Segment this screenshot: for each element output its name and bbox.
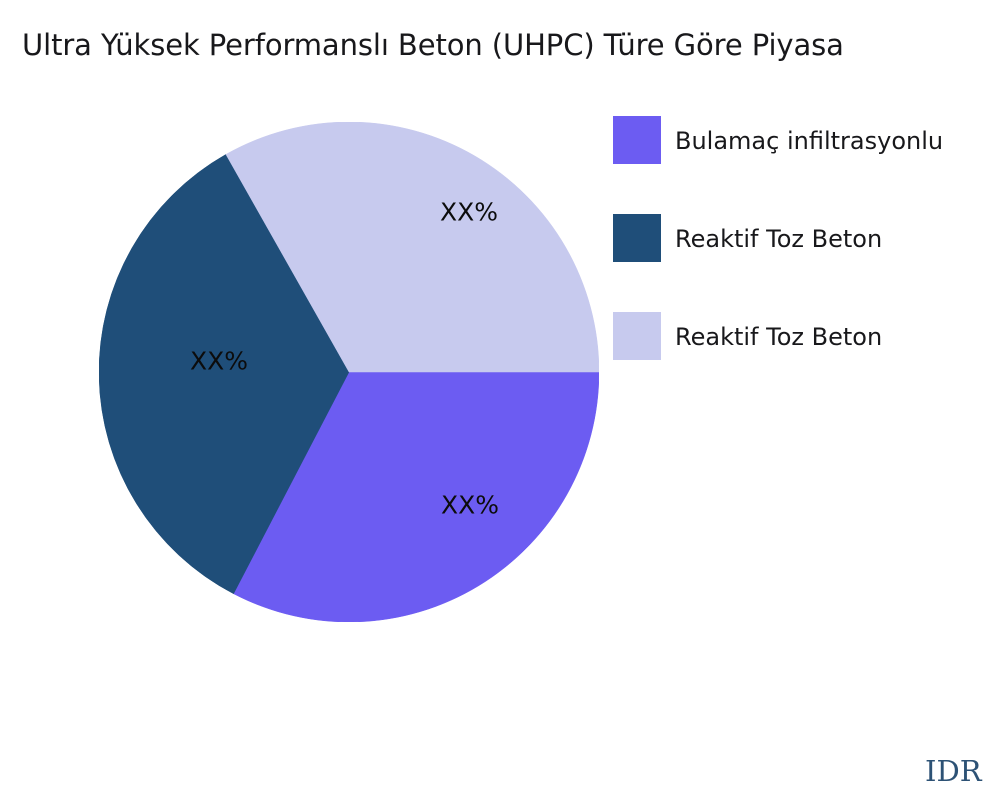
watermark: IDR (925, 754, 982, 788)
legend-item-3[interactable]: Reaktif Toz Beton (613, 312, 1000, 362)
legend-label-3: Reaktif Toz Beton (675, 323, 883, 351)
legend-item-1[interactable]: Bulamaç infiltrasyonlu (613, 116, 1000, 166)
legend-swatch-3 (613, 312, 661, 360)
legend-swatch-2 (613, 214, 661, 262)
chart-legend: Bulamaç infiltrasyonlu Reaktif Toz Beton… (613, 116, 1000, 410)
pie-svg (99, 122, 599, 622)
legend-swatch-1 (613, 116, 661, 164)
legend-item-2[interactable]: Reaktif Toz Beton (613, 214, 1000, 264)
pie-slice-3[interactable] (225, 122, 599, 373)
pie-slice-2[interactable] (99, 154, 350, 595)
pie-chart (99, 122, 599, 622)
legend-label-2: Reaktif Toz Beton (675, 225, 883, 253)
chart-title: Ultra Yüksek Performanslı Beton (UHPC) T… (22, 28, 844, 62)
pie-slice-1[interactable] (233, 371, 599, 622)
legend-label-1: Bulamaç infiltrasyonlu (675, 127, 944, 155)
